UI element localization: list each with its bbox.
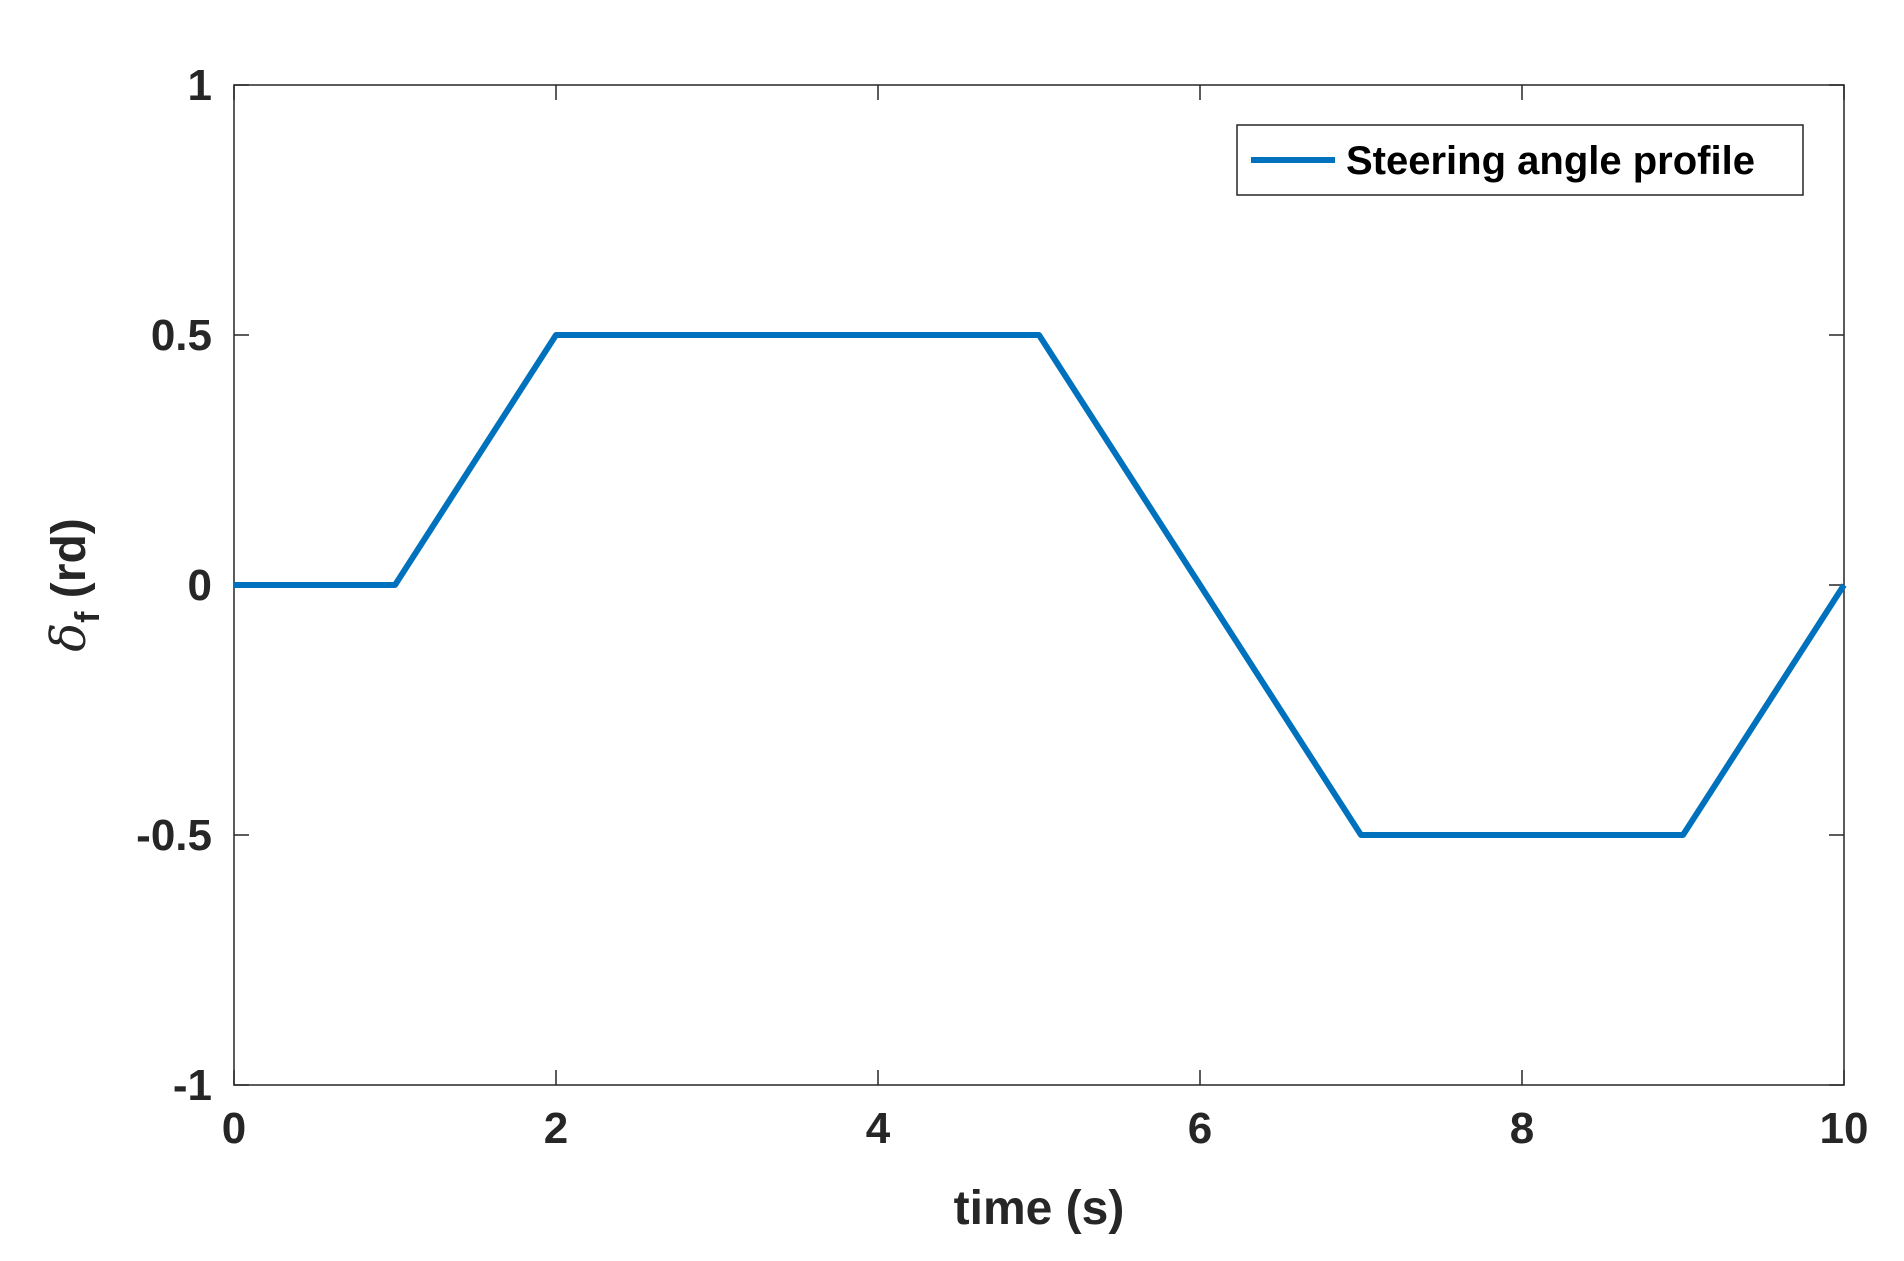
x-tick-label: 8 xyxy=(1510,1104,1534,1153)
x-tick-label: 0 xyxy=(222,1104,246,1153)
x-tick-label: 6 xyxy=(1188,1104,1212,1153)
x-axis-label: time (s) xyxy=(954,1182,1125,1235)
axis-ticks xyxy=(233,84,1845,1086)
legend-entry-label: Steering angle profile xyxy=(1346,139,1755,183)
y-axis-label-subscript: f xyxy=(69,611,107,623)
y-axis-label-symbol: δ xyxy=(41,623,97,652)
y-tick-label: 1 xyxy=(188,61,212,110)
series-line-steering-angle-profile xyxy=(234,332,1847,838)
x-tick-label: 10 xyxy=(1820,1104,1869,1153)
y-tick-label: -0.5 xyxy=(136,811,212,860)
x-tick-label: 2 xyxy=(544,1104,568,1153)
plot-area xyxy=(233,84,1845,1086)
tick-labels: 0 2 4 6 8 10 -1 -0.5 0 0.5 1 xyxy=(136,61,1868,1153)
y-tick-label: -1 xyxy=(173,1061,212,1110)
legend: Steering angle profile xyxy=(1236,124,1804,196)
y-axis-label: δf (rd) xyxy=(41,518,107,652)
x-tick-label: 4 xyxy=(866,1104,891,1153)
y-tick-label: 0 xyxy=(188,561,212,610)
y-tick-label: 0.5 xyxy=(151,311,212,360)
y-axis-label-unit: (rd) xyxy=(43,518,96,611)
